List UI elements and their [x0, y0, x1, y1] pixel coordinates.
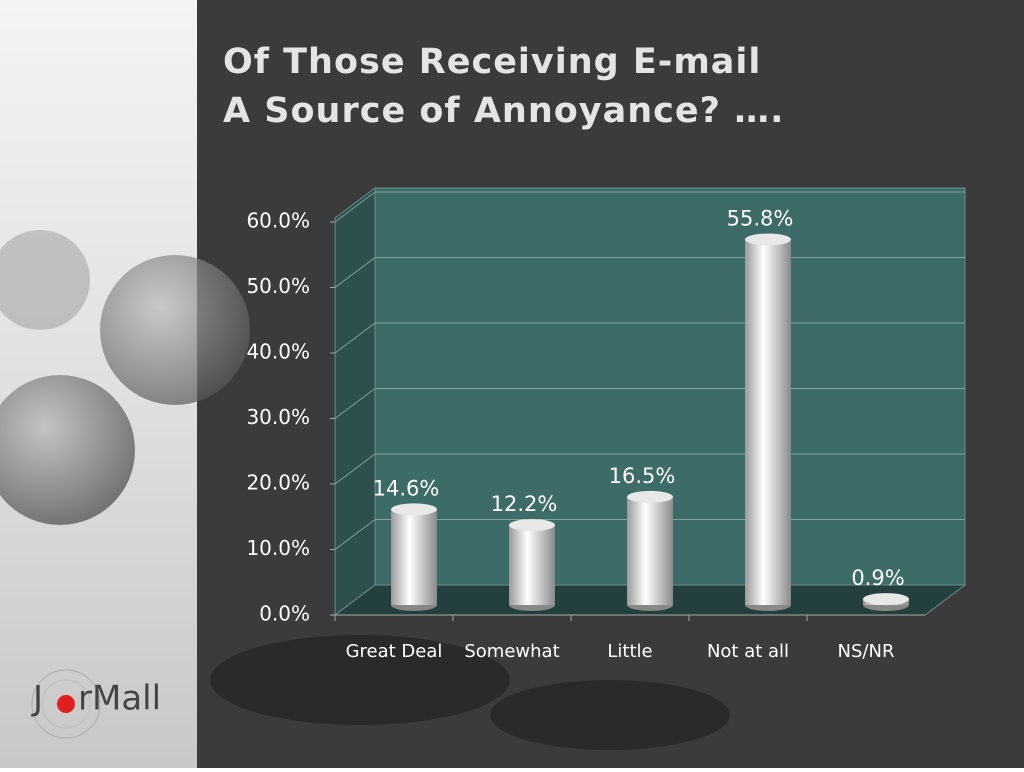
y-tick-label: 40.0%	[246, 340, 310, 364]
y-tick-label: 60.0%	[246, 209, 310, 233]
pin-decoration	[0, 375, 135, 525]
logo-dot	[57, 695, 75, 713]
value-label: 55.8%	[727, 207, 794, 231]
grid-line	[334, 388, 376, 419]
bar	[509, 525, 555, 605]
logo-ring	[31, 669, 101, 739]
value-label: 14.6%	[373, 476, 440, 500]
x-tick-label: Great Deal	[346, 641, 443, 662]
bar-top	[509, 519, 555, 532]
y-tick-label: 10.0%	[246, 536, 310, 560]
grid-line	[334, 257, 376, 288]
grid-line	[334, 191, 376, 223]
x-tick-label: Little	[607, 641, 652, 662]
value-label: 12.2%	[491, 492, 558, 516]
x-tick-label: Somewhat	[464, 641, 559, 662]
value-label: 16.5%	[609, 464, 676, 488]
bar	[391, 509, 437, 605]
title-line: Of Those Receiving E-mail	[223, 42, 761, 82]
logo-ring	[41, 679, 91, 729]
grid-line	[334, 453, 376, 485]
side-wall	[334, 187, 376, 616]
bar-top	[863, 593, 909, 606]
pin-decoration	[100, 255, 250, 405]
bar-top	[745, 233, 791, 246]
value-label: 0.9%	[851, 566, 904, 590]
logo-text: J	[31, 679, 43, 719]
shadow-decoration	[210, 635, 510, 725]
title-line: A Source of Annoyance? ….	[223, 91, 784, 131]
x-tick-label: NS/NR	[838, 641, 895, 662]
y-tick-label: 20.0%	[246, 471, 310, 495]
y-tick-label: 0.0%	[259, 602, 310, 626]
bar	[627, 496, 673, 605]
bar-top	[627, 490, 673, 503]
y-tick-label: 30.0%	[246, 405, 310, 429]
logo-text: rMall	[78, 679, 161, 719]
shadow-decoration	[490, 680, 730, 750]
pin-decoration	[0, 230, 90, 330]
y-tick-label: 50.0%	[246, 274, 310, 298]
grid-line	[334, 519, 376, 550]
grid-line	[334, 322, 376, 354]
bar-top	[391, 503, 437, 516]
bar	[745, 239, 791, 605]
x-tick-label: Not at all	[707, 641, 789, 662]
